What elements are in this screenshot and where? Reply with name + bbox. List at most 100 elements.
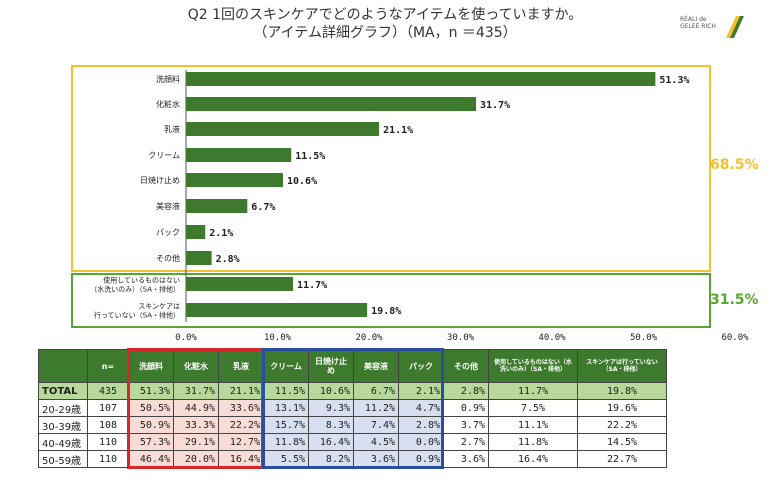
table-cell: 22.2% — [577, 416, 667, 434]
table-cell: 33.6% — [218, 399, 264, 417]
x-tick-label-4: 40.0% — [538, 333, 566, 343]
table-cell: 20-29歳 — [38, 399, 88, 417]
table-cell: 11.8% — [488, 433, 578, 451]
table-cell: 30-39歳 — [38, 416, 88, 434]
bar-7 — [186, 251, 212, 265]
table-header-11: スキンケアは行っていない（SA・排他） — [577, 349, 667, 383]
table-cell: 12.7% — [218, 433, 264, 451]
table-cell: 11.2% — [353, 399, 399, 417]
x-tick-label-6: 60.0% — [721, 333, 749, 343]
table-row: 20-29歳 107 50.5% 44.9% 33.6% 13.1% 9.3% 11.2% 4.… — [38, 399, 667, 417]
table-cell: 0.9% — [398, 450, 444, 468]
category-label-5: 美容液 — [156, 201, 180, 211]
bar-value-label-1: 31.7% — [480, 100, 510, 111]
table-cell: 3.6% — [443, 450, 489, 468]
table-cell: 22.2% — [218, 416, 264, 434]
logo-mark-icon — [726, 16, 744, 38]
x-tick-label-3: 30.0% — [447, 333, 475, 343]
category-label-0: 洗顔料 — [156, 74, 180, 84]
bar-1 — [186, 97, 477, 111]
table-cell: 2.7% — [443, 433, 489, 451]
chart-title-line1: Q2 1回のスキンケアでどのようなアイテムを使っていますか。 — [187, 7, 583, 23]
table-cell: 50-59歳 — [38, 450, 88, 468]
table-cell: 2.8% — [398, 416, 444, 434]
category-label-8: 使用しているものはない（水洗いのみ）（SA・排他） — [90, 276, 180, 294]
x-tick-label-1: 10.0% — [264, 333, 292, 343]
table-cell: 3.6% — [353, 450, 399, 468]
table-cell: 4.5% — [353, 433, 399, 451]
table-header-3: 化粧水 — [173, 349, 219, 383]
table-body: TOTAL 435 51.3% 31.7% 21.1% 11.5% 10.6% 6.7% 2.1… — [38, 382, 667, 468]
table-cell: 57.3% — [128, 433, 174, 451]
data-table: n= 洗顔料 化粧水 乳液 クリーム 日焼け止め 美容液 パック その他 使用しているものはない（… — [38, 349, 667, 468]
x-tick-label-0: 0.0% — [175, 333, 197, 343]
table-cell: 29.1% — [173, 433, 219, 451]
table-row: 50-59歳 110 46.4% 20.0% 16.4% 5.5% 8.2% 3.6% 0.9%… — [38, 450, 667, 468]
bar-9 — [186, 303, 368, 317]
table-row: 30-39歳 108 50.9% 33.3% 22.2% 15.7% 8.3% 7.4% 2.8… — [38, 416, 667, 434]
table-cell: 11.1% — [488, 416, 578, 434]
table-cell: 20.0% — [173, 450, 219, 468]
logo-line2: GELEE RICH — [680, 23, 716, 30]
table-cell: 14.5% — [577, 433, 667, 451]
bar-value-label-4: 10.6% — [287, 176, 317, 187]
category-label-9: スキンケアは行っていない（SA・排他） — [94, 303, 180, 320]
bar-value-label-6: 2.1% — [209, 228, 233, 239]
table-cell: 11.8% — [263, 433, 309, 451]
table-cell: 11.5% — [263, 382, 309, 400]
table-cell: 8.2% — [308, 450, 354, 468]
table-header-row: n= 洗顔料 化粧水 乳液 クリーム 日焼け止め 美容液 パック その他 使用しているものはない（… — [38, 349, 667, 383]
table-cell: 3.7% — [443, 416, 489, 434]
x-tick-label-5: 50.0% — [630, 333, 658, 343]
category-label-1: 化粧水 — [156, 99, 180, 109]
group-total-label-used: 68.5% — [710, 157, 759, 173]
table-cell: 107 — [87, 399, 129, 417]
table-cell: TOTAL — [38, 382, 88, 400]
table-cell: 46.4% — [128, 450, 174, 468]
table-header-5: クリーム — [263, 349, 309, 383]
bar-value-label-8: 11.7% — [297, 280, 327, 291]
table-cell: 9.3% — [308, 399, 354, 417]
logo-line1: RÉALI de — [680, 16, 707, 23]
table-header-6: 日焼け止め — [308, 349, 354, 383]
table-cell: 7.4% — [353, 416, 399, 434]
table-cell: 108 — [87, 416, 129, 434]
table-cell: 44.9% — [173, 399, 219, 417]
table-header-0 — [38, 349, 88, 383]
chart-title: Q2 1回のスキンケアでどのようなアイテムを使っていますか。 （アイテム詳細グラ… — [150, 6, 620, 42]
bar-4 — [186, 173, 283, 187]
table-cell: 50.5% — [128, 399, 174, 417]
table-cell: 5.5% — [263, 450, 309, 468]
table-cell: 8.3% — [308, 416, 354, 434]
table-cell: 40-49歳 — [38, 433, 88, 451]
category-label-4: 日焼け止め — [140, 175, 180, 185]
table-cell: 10.6% — [308, 382, 354, 400]
table-header-10: 使用しているものはない（水洗いのみ）（SA・排他） — [488, 349, 578, 383]
table-cell: 33.3% — [173, 416, 219, 434]
table-header-1: n= — [87, 349, 129, 383]
table-cell: 51.3% — [128, 382, 174, 400]
bar-5 — [186, 199, 248, 213]
group-frame-none — [71, 273, 711, 328]
bar-value-label-7: 2.8% — [216, 254, 240, 265]
table-cell: 16.4% — [308, 433, 354, 451]
table-cell: 110 — [87, 450, 129, 468]
table-cell: 4.7% — [398, 399, 444, 417]
bar-value-label-0: 51.3% — [659, 75, 689, 86]
table-cell: 7.5% — [488, 399, 578, 417]
category-label-6: パック — [156, 228, 180, 237]
x-tick-label-2: 20.0% — [355, 333, 383, 343]
bar-value-label-9: 19.8% — [371, 306, 401, 317]
table-header-2: 洗顔料 — [128, 349, 174, 383]
table-row: 40-49歳 110 57.3% 29.1% 12.7% 11.8% 16.4% 4.5% 0.… — [38, 433, 667, 451]
bar-2 — [186, 122, 380, 136]
table-header-7: 美容液 — [353, 349, 399, 383]
brand-logo: RÉALI de GELEE RICH — [680, 12, 750, 42]
table-cell: 31.7% — [173, 382, 219, 400]
table-cell: 0.9% — [443, 399, 489, 417]
table-cell: 435 — [87, 382, 129, 400]
bar-0 — [186, 72, 656, 86]
category-label-7: その他 — [156, 253, 180, 263]
bar-3 — [186, 148, 292, 162]
table-cell: 16.4% — [218, 450, 264, 468]
